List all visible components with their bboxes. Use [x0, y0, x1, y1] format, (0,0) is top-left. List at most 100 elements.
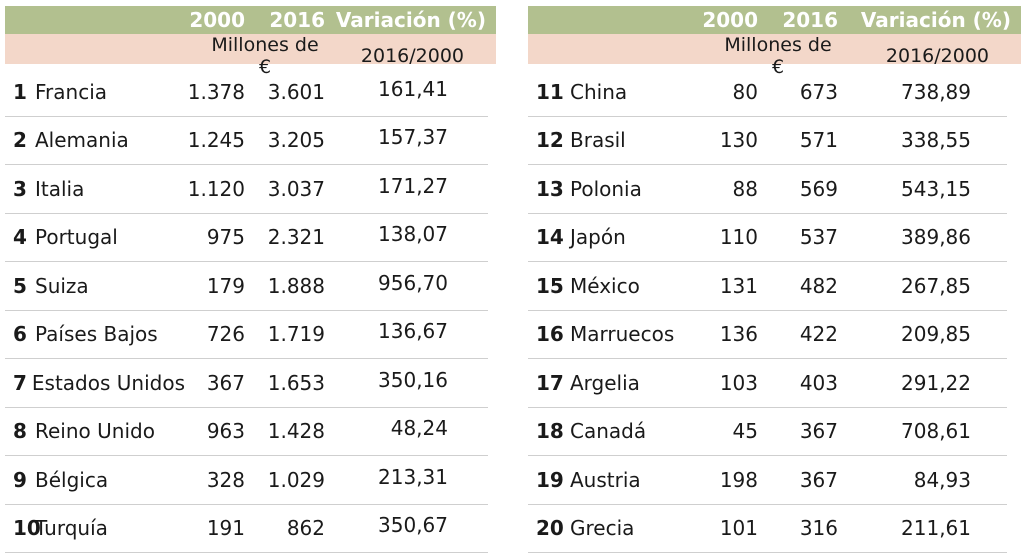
table-left: 2000 2016 Variación (%) Millones de € 20… — [5, 6, 496, 553]
header-2000: 2000 — [698, 8, 758, 32]
rank-number: 7 — [13, 371, 32, 395]
country-name: Argelia — [570, 371, 640, 395]
subheader-ratio: 2016/2000 — [325, 45, 496, 67]
country-name: Alemania — [35, 128, 129, 152]
rank-number: 18 — [536, 419, 570, 443]
rank-number: 5 — [13, 274, 35, 298]
value-2016-cell: 367 — [758, 468, 838, 492]
country-name: Francia — [35, 80, 107, 104]
country-name: China — [570, 80, 627, 104]
value-2016-cell: 1.428 — [245, 419, 325, 443]
value-2000-cell: 88 — [698, 177, 758, 201]
header-2000: 2000 — [185, 8, 245, 32]
value-2016-cell: 367 — [758, 419, 838, 443]
variation-cell: 171,27 — [325, 174, 496, 198]
value-2000-cell: 101 — [698, 516, 758, 540]
value-2016-cell: 3.601 — [245, 80, 325, 104]
variation-cell: 338,55 — [838, 128, 1021, 152]
value-2016-cell: 862 — [245, 516, 325, 540]
value-2016-cell: 569 — [758, 177, 838, 201]
variation-cell: 738,89 — [838, 80, 1021, 104]
value-2016-cell: 3.205 — [245, 128, 325, 152]
value-2016-cell: 1.029 — [245, 468, 325, 492]
header-row: 2000 2016 Variación (%) — [5, 6, 496, 34]
variation-cell: 48,24 — [325, 416, 496, 440]
variation-cell: 350,67 — [325, 513, 496, 537]
country-name: Italia — [35, 177, 84, 201]
country-name: Portugal — [35, 225, 118, 249]
value-2000-cell: 45 — [698, 419, 758, 443]
variation-cell: 84,93 — [838, 468, 1021, 492]
value-2016-cell: 3.037 — [245, 177, 325, 201]
rank-number: 17 — [536, 371, 570, 395]
value-2000-cell: 726 — [185, 322, 245, 346]
country-name: Bélgica — [35, 468, 108, 492]
value-2016-cell: 316 — [758, 516, 838, 540]
variation-cell: 708,61 — [838, 419, 1021, 443]
header-variation: Variación (%) — [838, 8, 1021, 32]
value-2000-cell: 103 — [698, 371, 758, 395]
value-2016-cell: 1.719 — [245, 322, 325, 346]
value-2000-cell: 963 — [185, 419, 245, 443]
rank-number: 8 — [13, 419, 35, 443]
value-2016-cell: 1.888 — [245, 274, 325, 298]
rank-number: 12 — [536, 128, 570, 152]
value-2016-cell: 422 — [758, 322, 838, 346]
country-name: Marruecos — [570, 322, 674, 346]
variation-cell: 543,15 — [838, 177, 1021, 201]
rank-number: 20 — [536, 516, 570, 540]
value-2000-cell: 130 — [698, 128, 758, 152]
rank-number: 10 — [13, 516, 35, 540]
value-2016-cell: 571 — [758, 128, 838, 152]
value-2016-cell: 673 — [758, 80, 838, 104]
subheader-row: Millones de € 2016/2000 — [5, 34, 496, 64]
value-2016-cell: 403 — [758, 371, 838, 395]
value-2016-cell: 482 — [758, 274, 838, 298]
country-name: Estados Unidos — [32, 371, 185, 395]
value-2000-cell: 191 — [185, 516, 245, 540]
country-name: Turquía — [35, 516, 108, 540]
variation-cell: 157,37 — [325, 125, 496, 149]
rank-number: 19 — [536, 468, 570, 492]
variation-cell: 209,85 — [838, 322, 1021, 346]
variation-cell: 956,70 — [325, 271, 496, 295]
rank-number: 16 — [536, 322, 570, 346]
value-2000-cell: 328 — [185, 468, 245, 492]
value-2000-cell: 136 — [698, 322, 758, 346]
rank-number: 1 — [13, 80, 35, 104]
value-2000-cell: 975 — [185, 225, 245, 249]
variation-cell: 136,67 — [325, 319, 496, 343]
subheader-ratio: 2016/2000 — [838, 45, 1021, 67]
subheader-units: Millones de € — [185, 34, 325, 78]
value-2016-cell: 1.653 — [245, 371, 325, 395]
variation-cell: 138,07 — [325, 222, 496, 246]
rank-number: 9 — [13, 468, 35, 492]
country-name: Reino Unido — [35, 419, 155, 443]
header-variation: Variación (%) — [325, 8, 496, 32]
country-name: Países Bajos — [35, 322, 158, 346]
